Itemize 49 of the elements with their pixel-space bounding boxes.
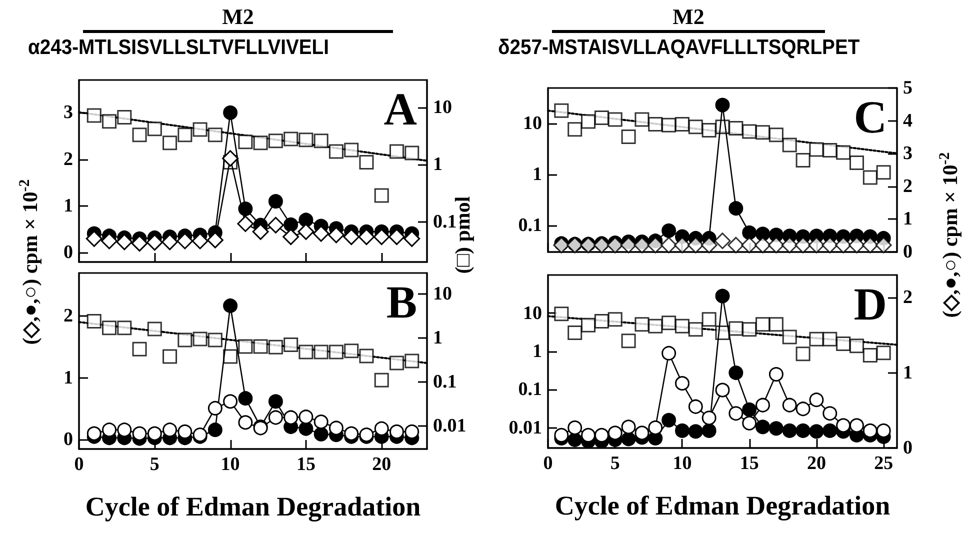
y2-tick-label: 0 <box>903 438 912 458</box>
x-tick-label: 10 <box>220 454 240 475</box>
y-tick-label: 0.1 <box>518 214 542 236</box>
annotation: B <box>386 276 417 328</box>
x-tick-label: 5 <box>610 453 620 474</box>
y-tick-label: 1 <box>64 367 73 388</box>
x-tick-label: 5 <box>150 454 160 475</box>
y2-tick-label: 0.01 <box>433 415 466 436</box>
y2-tick-label: 0.1 <box>433 371 457 392</box>
y2-tick-label: 1 <box>903 362 912 384</box>
y-tick-label: 1 <box>64 196 73 216</box>
annotation: A <box>384 84 417 134</box>
x-tick-label: 25 <box>874 453 894 474</box>
y-tick-label: 1 <box>532 341 542 362</box>
y-tick-label: 0.01 <box>508 418 542 438</box>
y-tick-label: 0 <box>64 429 73 450</box>
y2-tick-label: 4 <box>903 110 913 132</box>
y2-tick-label: 2 <box>903 176 912 197</box>
y2-tick-label: 5 <box>903 78 912 98</box>
x-tick-label: 15 <box>296 454 316 475</box>
y2-tick-label: 1 <box>433 154 442 176</box>
annotation: C <box>854 92 887 142</box>
x-tick-label: 20 <box>806 453 826 474</box>
y-tick-label: 3 <box>64 102 73 124</box>
x-tick-label: 10 <box>672 453 692 474</box>
y2-tick-label: 1 <box>903 208 912 230</box>
chart-title: M2 <box>83 4 393 33</box>
y2-tick-label: 0 <box>903 242 912 262</box>
y2-tick-label: 2 <box>903 287 912 308</box>
annotation: D <box>854 278 887 330</box>
y-tick-label: 0.1 <box>518 379 542 400</box>
x-axis-title: Cycle of Edman Degradation <box>554 490 890 520</box>
x-tick-label: 15 <box>740 453 759 474</box>
y-tick-label: 1 <box>532 164 542 185</box>
y2-tick-label: 10 <box>433 96 452 118</box>
y2-tick-label: 0.1 <box>433 211 457 232</box>
x-tick-label: 20 <box>372 454 392 475</box>
y-tick-label: 0 <box>64 242 73 264</box>
y-tick-label: 2 <box>64 148 73 170</box>
chart-title: M2 <box>552 4 825 33</box>
y2-tick-label: 3 <box>903 143 912 164</box>
y-tick-label: 2 <box>64 306 73 327</box>
chart-subtitle: δ257-MSTAISVLLAQAVFLLLTSQRLPET <box>498 36 860 60</box>
y-tick-label: 10 <box>523 302 542 324</box>
y-tick-label: 10 <box>523 113 542 134</box>
x-axis-title: Cycle of Edman Degradation <box>85 492 421 522</box>
y2-tick-label: 1 <box>433 327 442 348</box>
y2-tick-label: 10 <box>433 283 452 304</box>
chart-subtitle: α243-MTLSISVLLSLTVFLLVIVELI <box>28 36 329 60</box>
